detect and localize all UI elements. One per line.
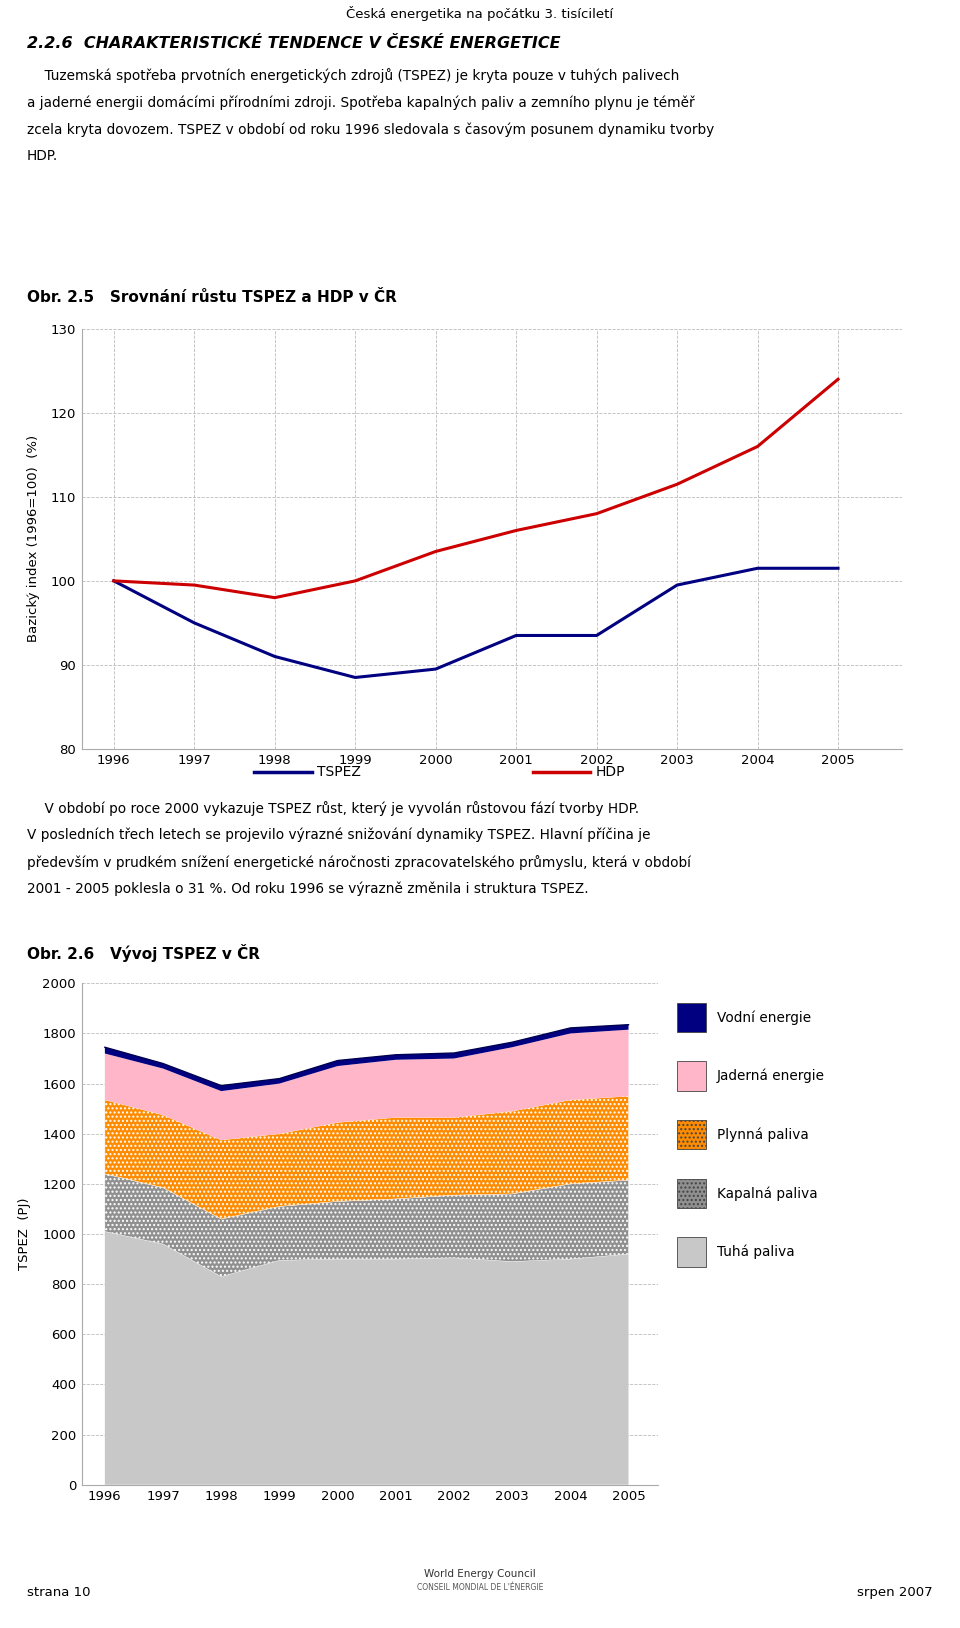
Text: především v prudkém snížení energetické náročnosti zpracovatelského průmyslu, kt: především v prudkém snížení energetické … [27,855,691,869]
Text: V posledních třech letech se projevilo výrazné snižování dynamiky TSPEZ. Hlavní : V posledních třech letech se projevilo v… [27,827,650,842]
Text: TSPEZ: TSPEZ [317,765,361,778]
Text: Plynná paliva: Plynná paliva [717,1128,809,1141]
Text: zcela kryta dovozem. TSPEZ v období od roku 1996 sledovala s časovým posunem dyn: zcela kryta dovozem. TSPEZ v období od r… [27,122,714,137]
Text: World Energy Council: World Energy Council [424,1569,536,1579]
Text: HDP: HDP [595,765,625,778]
Text: Obr. 2.6   Vývoj TSPEZ v ČR: Obr. 2.6 Vývoj TSPEZ v ČR [27,944,260,962]
Text: CONSEIL MONDIAL DE L'ÉNERGIE: CONSEIL MONDIAL DE L'ÉNERGIE [417,1582,543,1592]
Y-axis label: TSPEZ  (PJ): TSPEZ (PJ) [18,1198,31,1270]
Y-axis label: Bazický index (1996=100)  (%): Bazický index (1996=100) (%) [27,435,39,643]
Text: HDP.: HDP. [27,148,59,163]
Text: srpen 2007: srpen 2007 [857,1586,933,1599]
Text: 2001 - 2005 poklesla o 31 %. Od roku 1996 se výrazně změnila i struktura TSPEZ.: 2001 - 2005 poklesla o 31 %. Od roku 199… [27,882,588,895]
Text: 2.2.6  CHARAKTERISTICKÉ TENDENCE V ČESKÉ ENERGETICE: 2.2.6 CHARAKTERISTICKÉ TENDENCE V ČESKÉ … [27,36,561,50]
Text: Obr. 2.5   Srovnání růstu TSPEZ a HDP v ČR: Obr. 2.5 Srovnání růstu TSPEZ a HDP v ČR [27,290,396,304]
Text: strana 10: strana 10 [27,1586,90,1599]
Text: Jaderná energie: Jaderná energie [717,1070,826,1083]
Text: Česká energetika na počátku 3. tisíciletí: Česká energetika na počátku 3. tisícilet… [347,5,613,21]
Text: a jaderné energii domácími přírodními zdroji. Spotřeba kapalných paliv a zemního: a jaderné energii domácími přírodními zd… [27,96,694,109]
Text: V období po roce 2000 vykazuje TSPEZ růst, který je vyvolán růstovou fází tvorby: V období po roce 2000 vykazuje TSPEZ růs… [27,801,639,816]
Text: Vodní energie: Vodní energie [717,1011,811,1024]
Text: Tuzemská spotřeba prvotních energetických zdrojů (TSPEZ) je kryta pouze v tuhých: Tuzemská spotřeba prvotních energetickýc… [27,68,680,83]
Text: Tuhá paliva: Tuhá paliva [717,1245,795,1258]
Text: Kapalná paliva: Kapalná paliva [717,1187,818,1200]
